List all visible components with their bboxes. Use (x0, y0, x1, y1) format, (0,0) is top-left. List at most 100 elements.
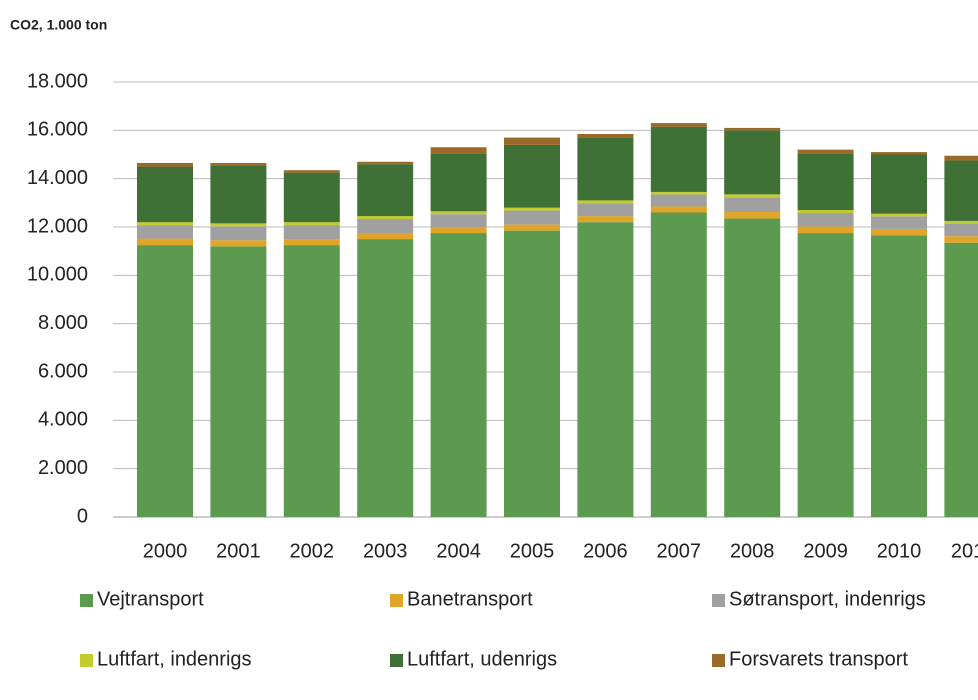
x-tick-label: 2007 (657, 540, 702, 562)
bar-segment (944, 223, 978, 237)
y-tick-label: 14.000 (27, 167, 88, 189)
bar-segment (210, 165, 267, 224)
y-tick-label: 2.000 (38, 457, 88, 479)
legend-swatch (712, 654, 725, 667)
bar-segment (137, 245, 193, 517)
bar-segment (430, 147, 487, 154)
x-tick-label: 2005 (510, 540, 555, 562)
bar-segment (724, 127, 781, 131)
bar-segment (357, 239, 414, 518)
bar-segment (283, 239, 340, 246)
bar-segment (797, 226, 854, 234)
bar-segment (430, 233, 487, 517)
bar-segment (577, 203, 634, 217)
bar-segment (210, 223, 267, 227)
chart-title: CO2, 1.000 ton (10, 17, 107, 33)
x-tick-label: 2008 (730, 540, 775, 562)
bar-segment (577, 222, 634, 517)
legend-label: Luftfart, indenrigs (97, 648, 252, 670)
bar-segment (871, 216, 927, 229)
bar-segment (210, 240, 267, 247)
bar-segment (210, 162, 267, 166)
bar-segment (430, 211, 487, 215)
bar-segment (871, 213, 927, 217)
legend-label: Vejtransport (97, 588, 204, 610)
bar-segment (724, 194, 781, 198)
bar-segment (504, 230, 560, 517)
bar-segment (577, 216, 634, 223)
x-tick-label: 2000 (143, 540, 188, 562)
y-tick-label: 16.000 (27, 119, 88, 141)
x-tick-label: 2009 (803, 540, 848, 562)
bar-segment (724, 130, 781, 195)
bar-segment (650, 126, 707, 192)
y-tick-label: 6.000 (38, 360, 88, 382)
bar-segment (357, 233, 414, 240)
x-tick-label: 2004 (436, 540, 481, 562)
bar-segment (283, 172, 340, 223)
bar-segment (504, 137, 560, 145)
bar-segment (944, 242, 978, 518)
bar-segment (283, 170, 340, 173)
x-tick-label: 2003 (363, 540, 408, 562)
bar-segment (650, 194, 707, 207)
bar-segment (137, 166, 193, 223)
legend-swatch (390, 594, 403, 607)
bar-segment (797, 210, 854, 213)
bar-segment (650, 206, 707, 213)
bar-segment (797, 149, 854, 154)
bar-segment (944, 155, 978, 161)
bar-segment (210, 226, 267, 241)
bar-segment (871, 152, 927, 155)
bar-segment (797, 153, 854, 211)
bar-segment (357, 164, 414, 217)
legend-label: Banetransport (407, 588, 533, 610)
bar-segment (724, 212, 781, 219)
bar-segment (577, 137, 634, 201)
bar-segment (871, 235, 927, 518)
bar-segment (430, 153, 487, 212)
bar-segment (944, 160, 978, 221)
legend-label: Luftfart, udenrigs (407, 648, 557, 670)
bar-segment (504, 224, 560, 231)
x-tick-label: 2006 (583, 540, 628, 562)
bar-segment (430, 214, 487, 227)
bar-segment (871, 228, 927, 236)
x-tick-label: 2011 (951, 540, 978, 562)
legend-swatch (80, 594, 93, 607)
bar-segment (944, 220, 978, 224)
legend-swatch (390, 654, 403, 667)
bar-segment (137, 225, 193, 239)
x-tick-label: 2002 (290, 540, 335, 562)
y-tick-label: 12.000 (27, 215, 88, 237)
bar-segment (944, 236, 978, 243)
bar-segment (137, 238, 193, 246)
bar-segment (724, 197, 781, 213)
x-tick-label: 2001 (216, 540, 261, 562)
y-tick-label: 8.000 (38, 312, 88, 334)
y-tick-label: 4.000 (38, 409, 88, 431)
bar-segment (357, 219, 414, 234)
bar-segment (797, 212, 854, 227)
bar-segment (797, 233, 854, 517)
bar-segment (210, 246, 267, 518)
legend-swatch (712, 594, 725, 607)
legend-swatch (80, 654, 93, 667)
bar-segment (283, 225, 340, 240)
bar-segment (357, 161, 414, 165)
bar-segment (577, 200, 634, 204)
y-tick-label: 18.000 (27, 70, 88, 92)
bar-segment (871, 154, 927, 214)
bar-segment (650, 191, 707, 195)
bar-segment (283, 245, 340, 517)
y-tick-label: 10.000 (27, 264, 88, 286)
bar-segment (577, 133, 634, 138)
bar-segment (504, 207, 560, 211)
bar-segment (137, 222, 193, 226)
legend-label: Forsvarets transport (729, 648, 908, 670)
bar-segment (504, 210, 560, 225)
bar-segment (357, 216, 414, 220)
bar-segment (650, 123, 707, 127)
bar-segment (137, 162, 193, 167)
